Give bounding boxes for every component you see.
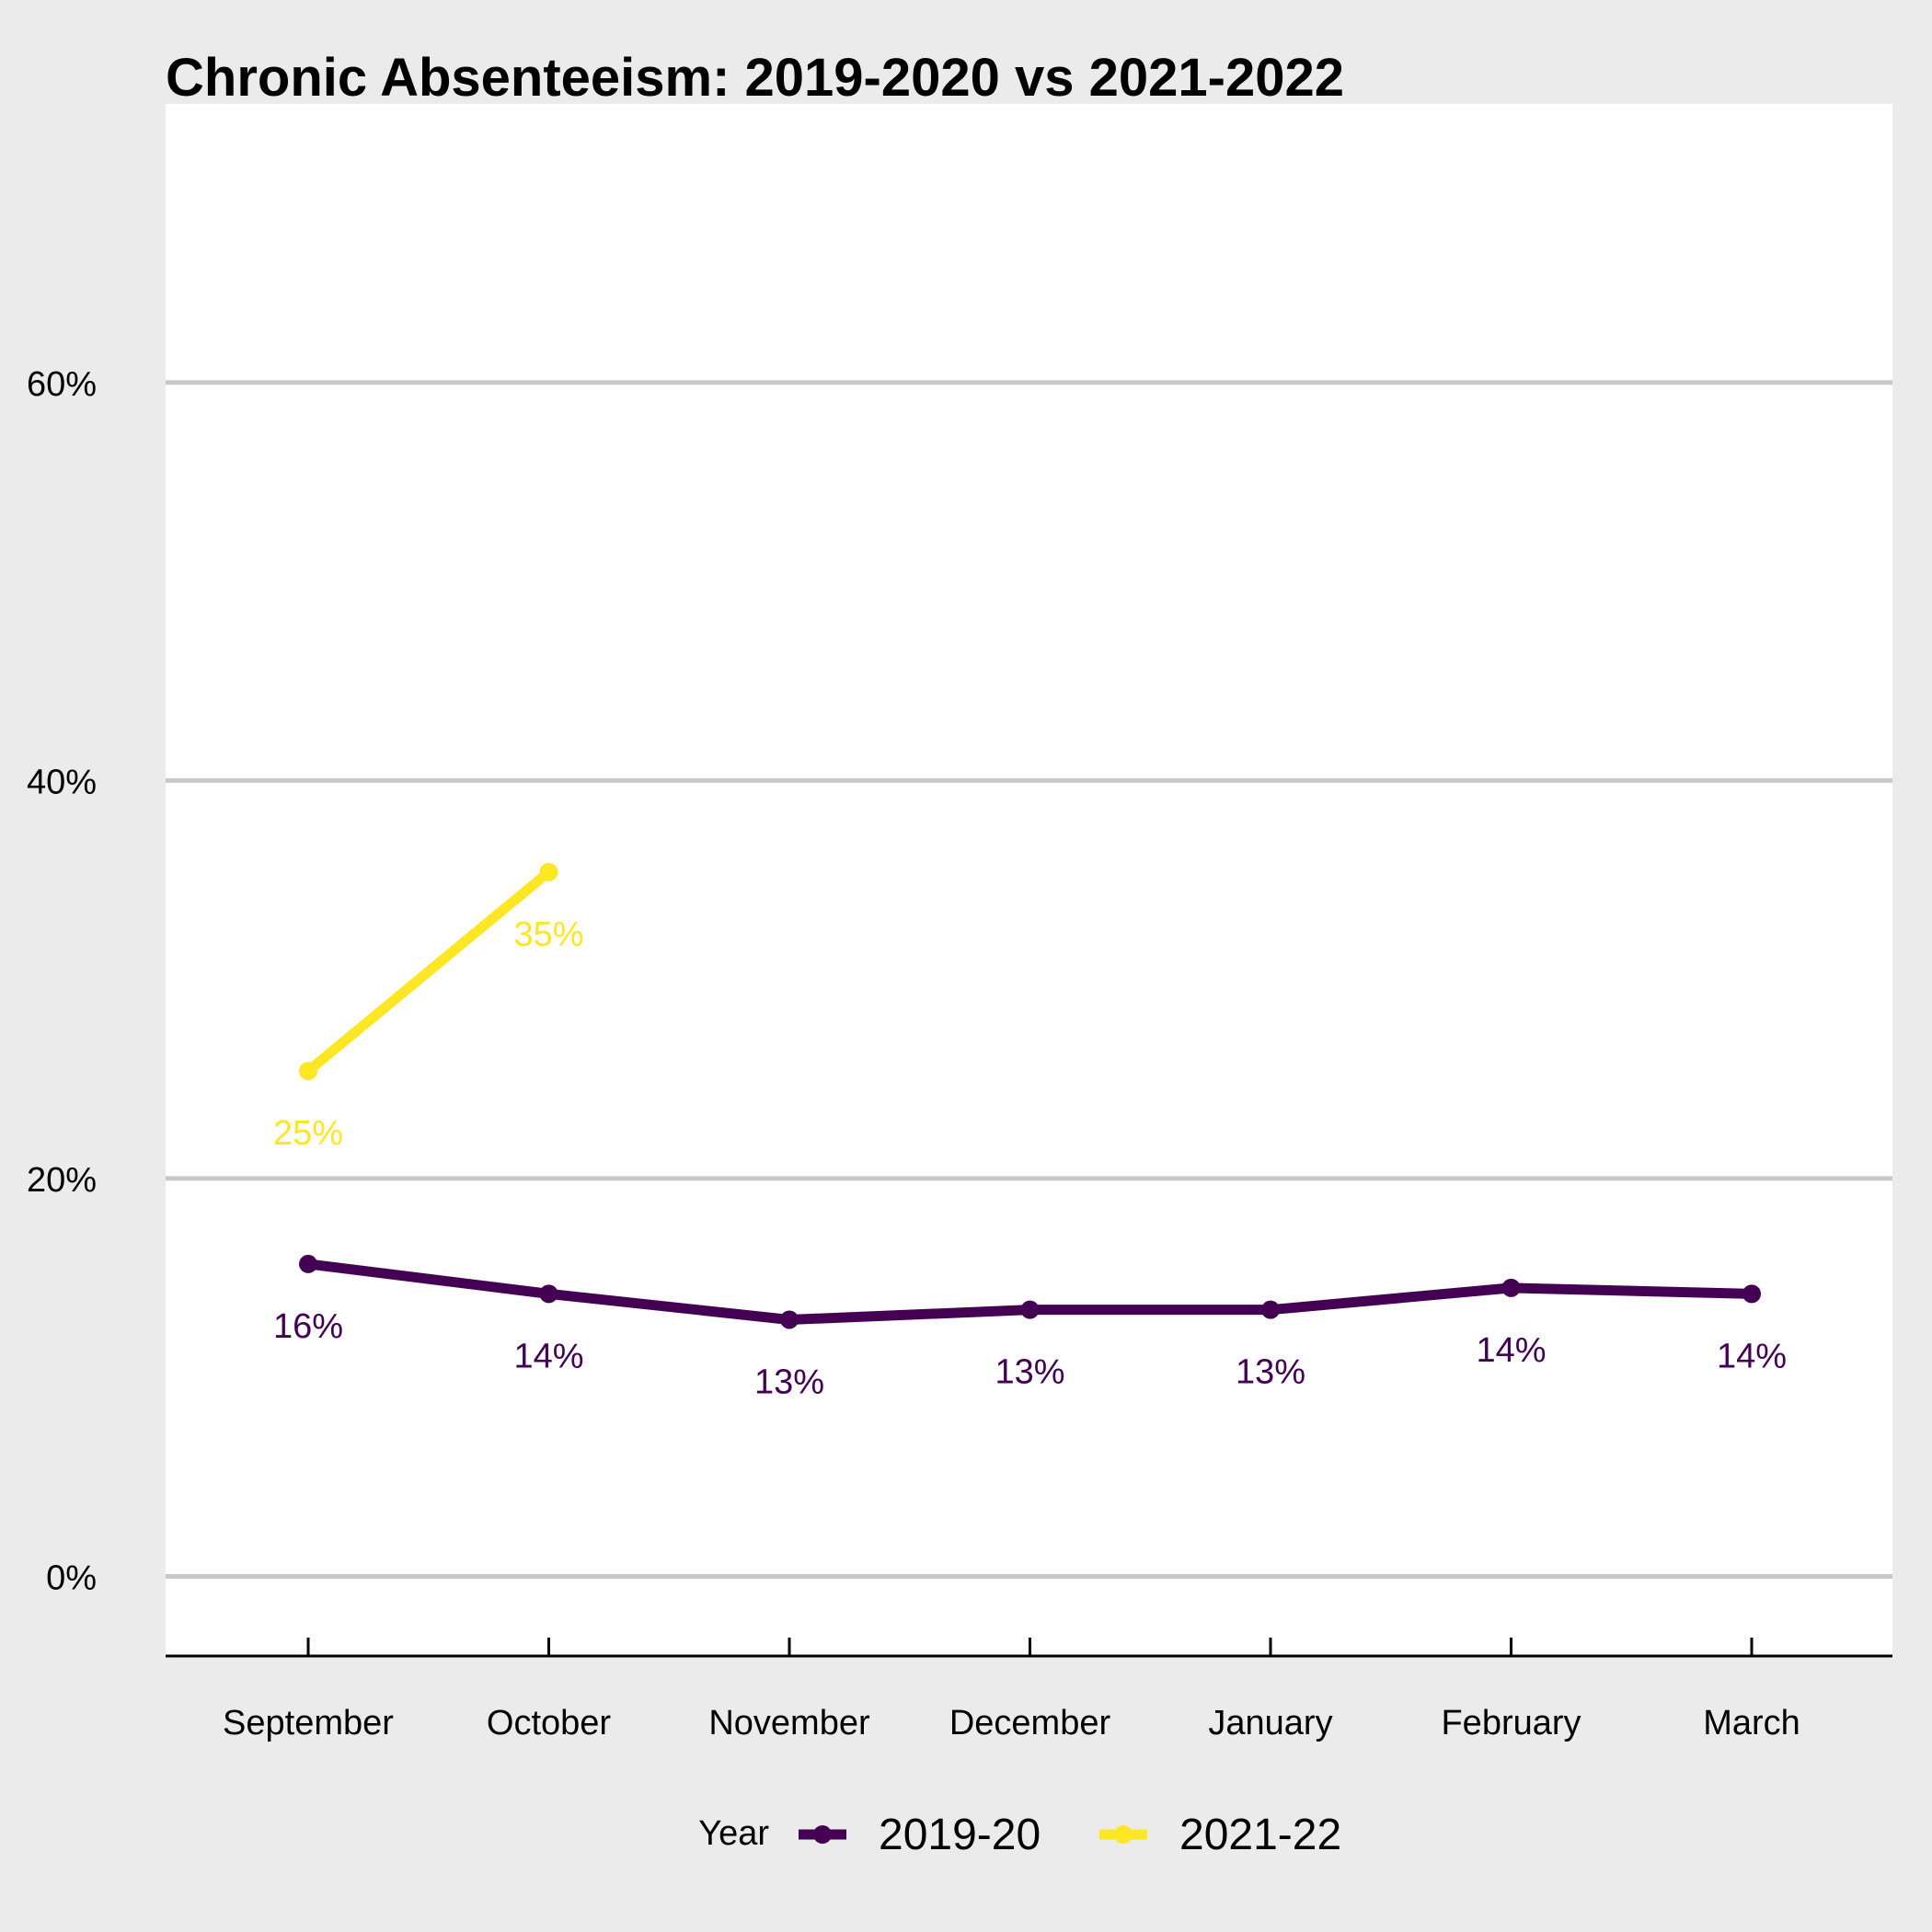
x-tick-label: February — [1441, 1704, 1581, 1742]
legend-key-point — [813, 1825, 832, 1844]
plot-panel — [166, 104, 1892, 1656]
data-label: 14% — [1717, 1337, 1787, 1375]
y-tick-label: 20% — [27, 1161, 97, 1200]
data-point — [1742, 1284, 1761, 1304]
gridlines — [166, 380, 1892, 1579]
series-2021-22: 25% 35% — [273, 862, 584, 1153]
x-tick-label: October — [487, 1704, 612, 1742]
data-point — [539, 1284, 558, 1304]
data-label: 13% — [1236, 1353, 1305, 1392]
legend-title: Year — [698, 1814, 769, 1853]
x-tick-label: September — [223, 1704, 394, 1742]
x-tick-label: March — [1703, 1704, 1800, 1742]
y-tick-label: 0% — [46, 1558, 97, 1597]
data-point — [299, 1254, 317, 1273]
data-label: 13% — [995, 1353, 1064, 1392]
y-tick-label: 40% — [27, 763, 97, 801]
data-point — [1020, 1300, 1040, 1319]
series-layer: 16% 14% 13% 13% 13% 14% 14% 25% 35% — [273, 862, 1787, 1401]
legend: Year 2019-20 2021-22 — [698, 1811, 1341, 1859]
data-label: 16% — [273, 1307, 343, 1346]
x-tick-label: December — [949, 1704, 1111, 1742]
series-2019-20: 16% 14% 13% 13% 13% 14% 14% — [273, 1254, 1787, 1401]
y-tick-label: 60% — [27, 365, 97, 404]
data-point — [1501, 1278, 1521, 1297]
series-line-2021-22 — [303, 867, 554, 1076]
data-label: 13% — [754, 1363, 824, 1401]
x-tick-label: November — [708, 1704, 870, 1742]
legend-label: 2021-22 — [1179, 1811, 1341, 1859]
data-point — [299, 1062, 317, 1081]
y-axis: 0% 20% 40% 60% — [27, 365, 97, 1598]
data-label: 25% — [273, 1114, 343, 1153]
data-label: 35% — [513, 915, 583, 954]
legend-label: 2019-20 — [879, 1811, 1041, 1859]
data-label: 14% — [513, 1337, 583, 1375]
x-tick-label: January — [1208, 1704, 1332, 1742]
chart-title: Chronic Absenteeism: 2019-2020 vs 2021-2… — [166, 48, 1344, 108]
data-point — [1261, 1300, 1280, 1319]
data-point — [539, 862, 558, 881]
legend-key-point — [1114, 1825, 1133, 1844]
data-label: 14% — [1476, 1331, 1546, 1370]
data-point — [780, 1310, 799, 1329]
x-axis: September October November December January F… — [223, 1638, 1800, 1742]
